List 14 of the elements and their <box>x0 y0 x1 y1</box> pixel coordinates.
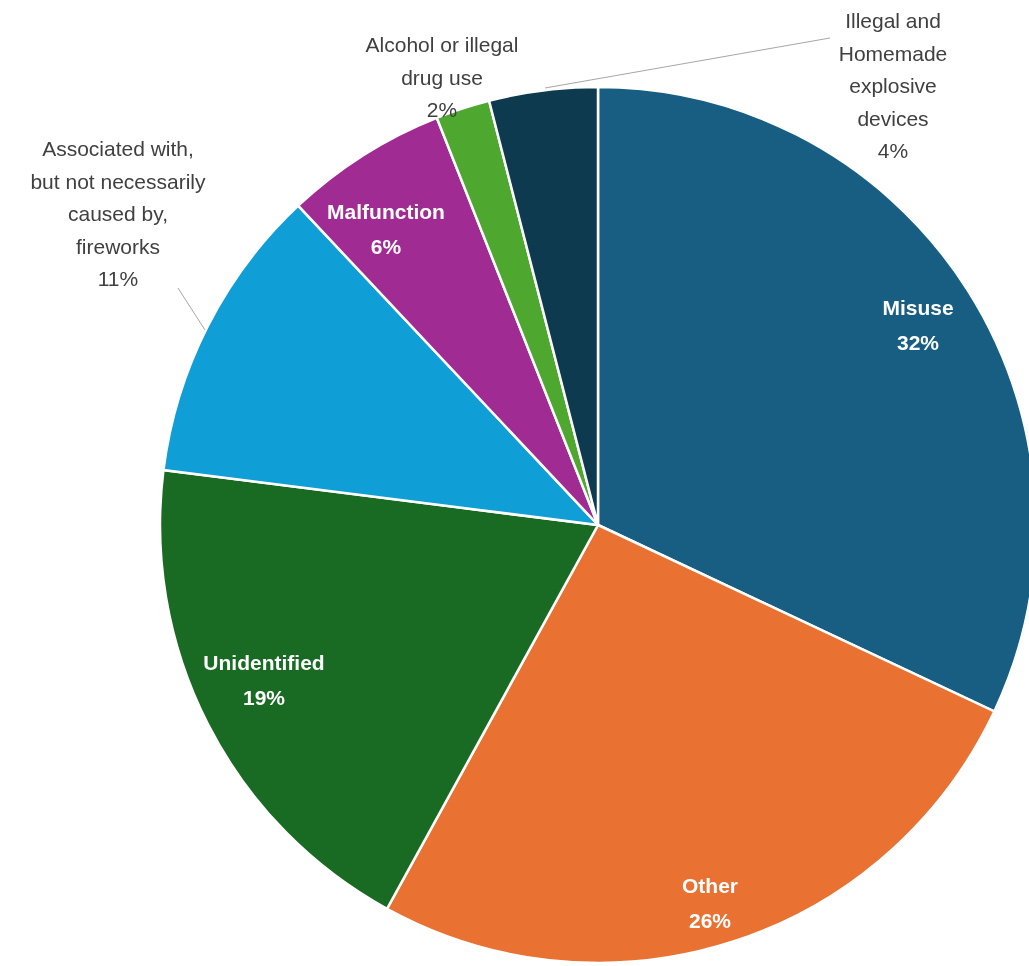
slice-label: Associated with, but not necessarily caused by, fireworks <box>30 137 207 258</box>
slice-label: Illegal and Homemade explosive devices <box>838 9 948 130</box>
data-label: 32% <box>896 331 940 354</box>
slice-label: Alcohol or illegal drug use <box>365 33 519 89</box>
data-label: 19% <box>242 686 286 709</box>
data-label: 26% <box>688 909 732 932</box>
data-label: 6% <box>370 235 402 258</box>
slice-label: Unidentified <box>203 651 325 674</box>
data-label: 4% <box>877 139 909 162</box>
slice-label: Malfunction <box>327 200 445 223</box>
slice-label: Misuse <box>882 296 954 319</box>
data-label: 2% <box>426 98 458 121</box>
data-label: 11% <box>97 267 139 290</box>
slice-label: Other <box>681 874 739 897</box>
